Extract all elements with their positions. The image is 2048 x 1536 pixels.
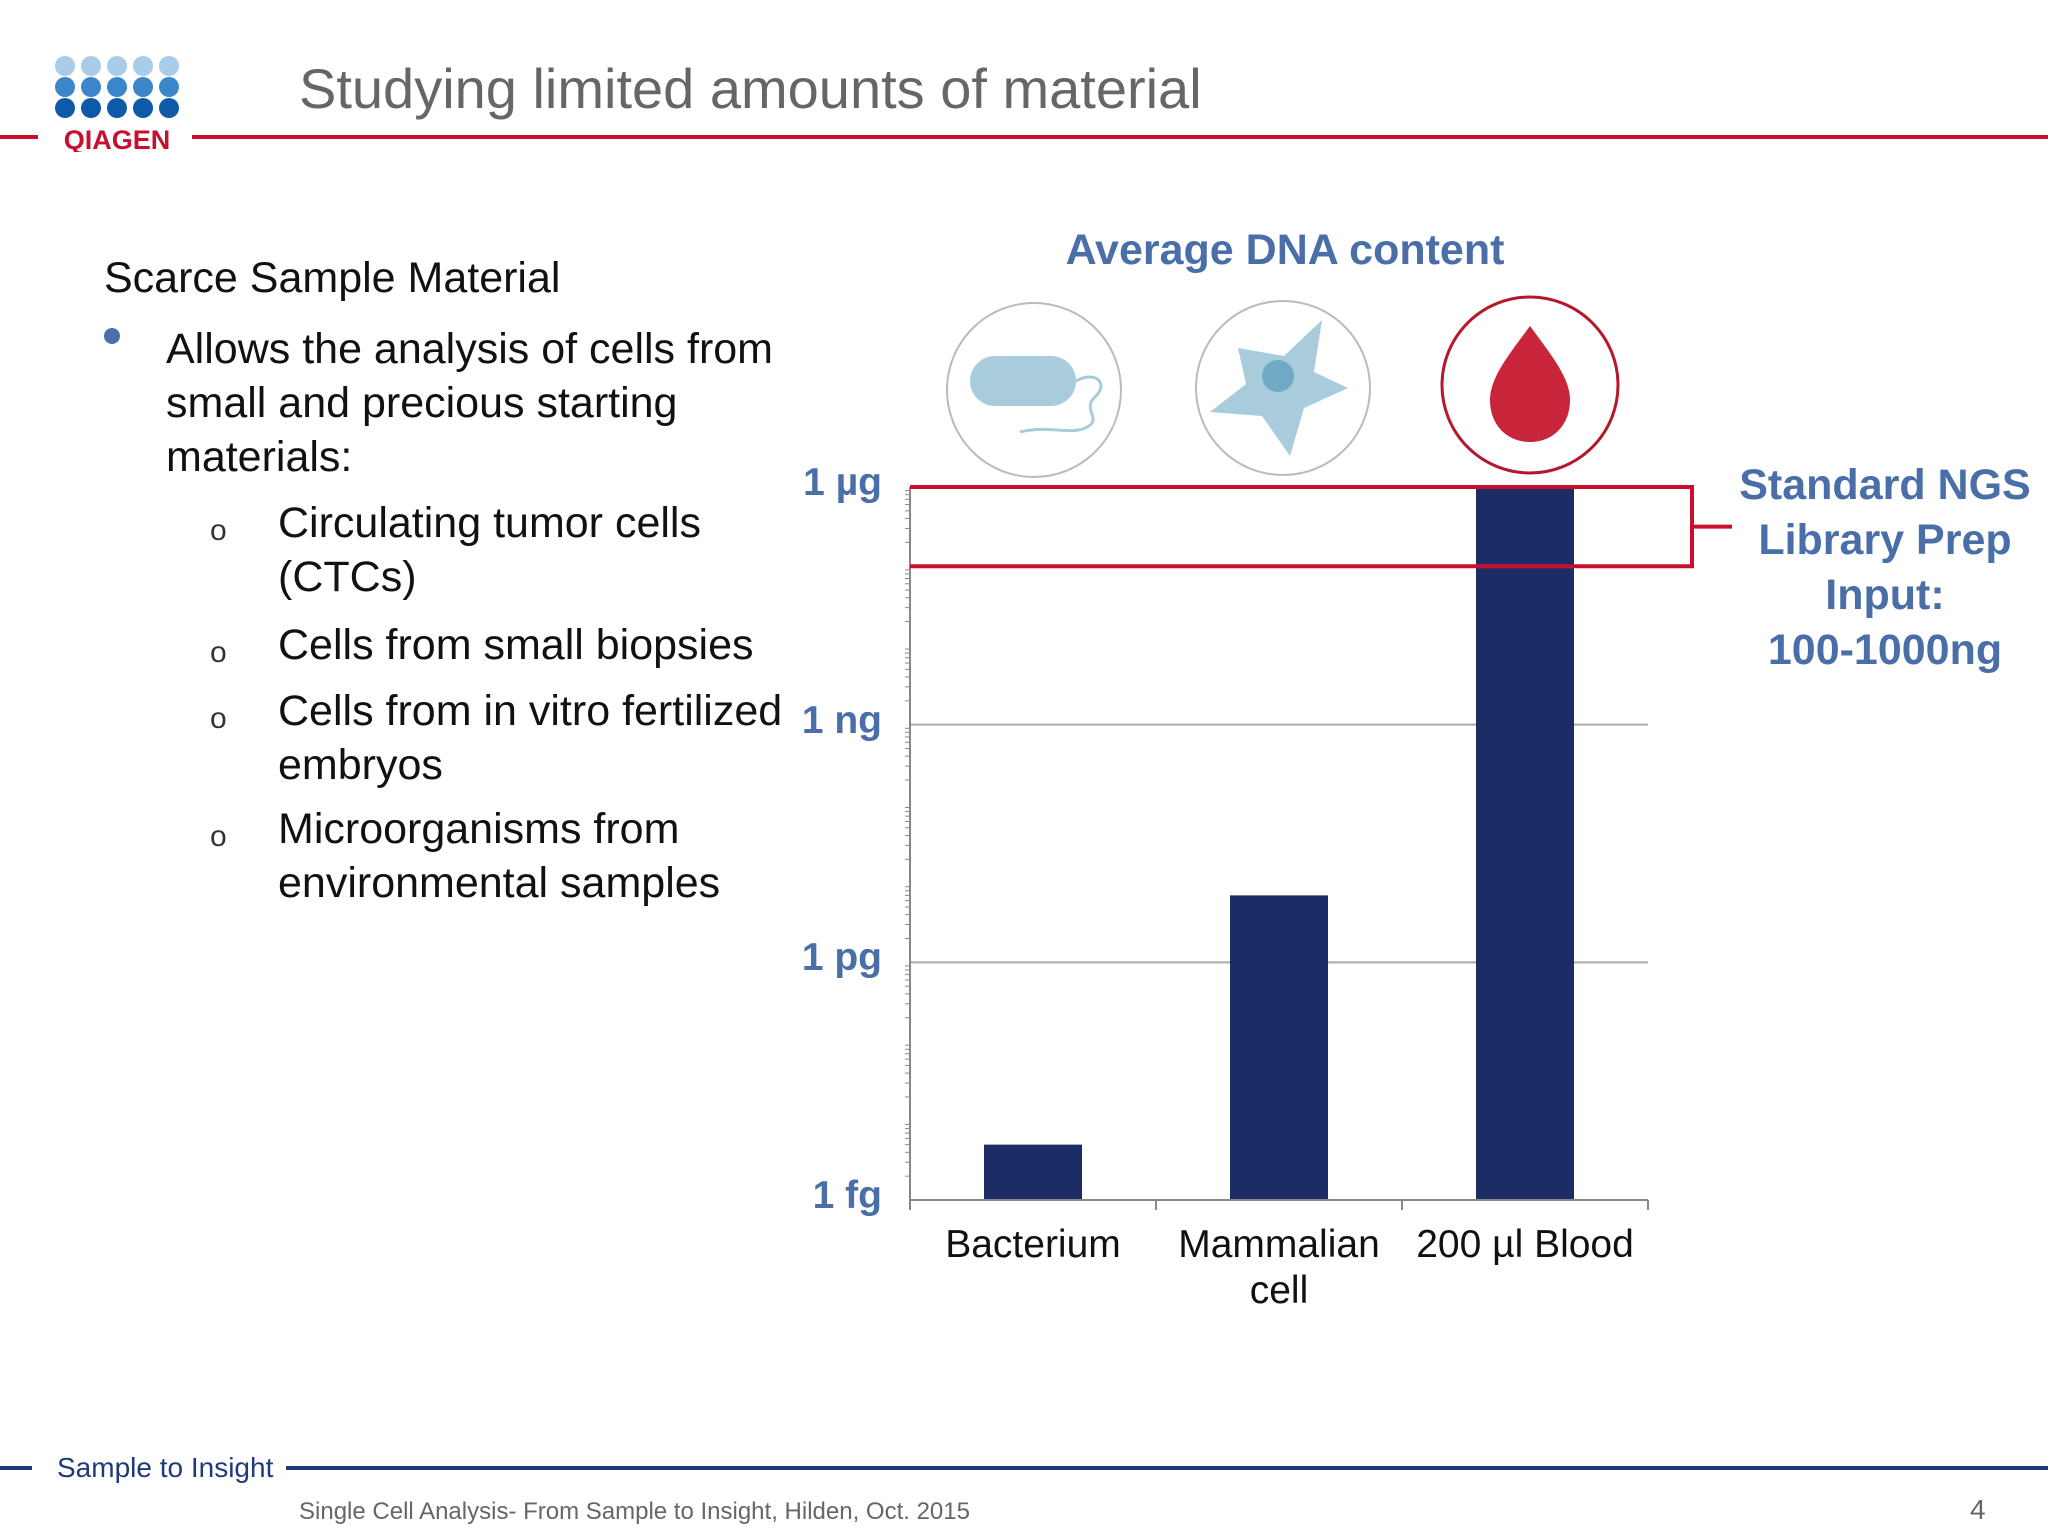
y-tick-label: 1 ng <box>801 698 882 742</box>
logo-dot <box>159 98 179 118</box>
logo-dot <box>133 56 153 76</box>
logo-dot <box>107 98 127 118</box>
bacterium-icon <box>946 302 1122 478</box>
footer-text: Single Cell Analysis- From Sample to Ins… <box>299 1498 970 1525</box>
x-category-label-line: Mammalian <box>1178 1223 1380 1266</box>
chart-title: Average DNA content <box>1065 226 1505 274</box>
footer-rule-left <box>0 1466 32 1470</box>
x-category-label-line: Bacterium <box>945 1223 1121 1266</box>
bar <box>1476 487 1574 1200</box>
x-category-label-line: cell <box>1249 1269 1309 1312</box>
logo-dot <box>107 56 127 76</box>
y-tick-label: 1 fg <box>812 1174 882 1217</box>
sub-item: Circulating tumor cells (CTCs) <box>278 499 701 601</box>
header-rule <box>192 135 2048 139</box>
mammalian-cell-icon <box>1195 300 1371 476</box>
sub-item: Microorganisms from environmental sample… <box>278 805 721 907</box>
sub-bullet-marker: o <box>210 702 227 735</box>
page-number: 4 <box>1970 1494 1986 1525</box>
ngs-label-line: Standard NGS <box>1739 461 2031 509</box>
sub-item: Cells from in vitro fertilized embryos <box>278 687 783 789</box>
y-tick-label: 1 µg <box>803 461 882 504</box>
y-tick-label: 1 pg <box>801 936 882 980</box>
logo-text: QIAGEN <box>64 125 171 152</box>
x-category-label: Mammalian cell <box>1159 1222 1399 1314</box>
qiagen-logo: QIAGEN <box>55 56 179 152</box>
sub-bullet-marker: o <box>210 514 227 547</box>
ngs-label-line: Input: <box>1825 571 1945 619</box>
sub-bullet-marker: o <box>210 636 227 669</box>
logo-dot <box>55 56 75 76</box>
logo-dot <box>159 56 179 76</box>
x-category-label-line: 200 µl Blood <box>1416 1223 1634 1266</box>
logo-dot <box>159 77 179 97</box>
logo-dot <box>133 77 153 97</box>
bar <box>1230 895 1328 1200</box>
bar <box>984 1144 1082 1200</box>
header-rule-left <box>0 135 38 139</box>
bullet-dot-icon <box>104 328 120 344</box>
sub-bullet-marker: o <box>210 820 227 853</box>
logo-dot <box>55 98 75 118</box>
ngs-input-range-highlight <box>910 485 1732 569</box>
section-subtitle: Scarce Sample Material <box>104 254 561 302</box>
blood-drop-icon <box>1440 295 1620 475</box>
ngs-label-line: Library Prep <box>1758 516 2012 564</box>
footer-brand: Sample to Insight <box>57 1452 274 1483</box>
x-category-label: 200 µl Blood <box>1405 1222 1645 1268</box>
logo-dot <box>133 98 153 118</box>
slide-title: Studying limited amounts of material <box>299 57 1202 120</box>
footer-rule <box>286 1466 2048 1470</box>
logo-dot <box>81 98 101 118</box>
x-category-label: Bacterium <box>913 1222 1153 1268</box>
logo-dot <box>81 56 101 76</box>
logo-dot <box>55 77 75 97</box>
logo-dot <box>107 77 127 97</box>
ngs-input-label: Standard NGS Library Prep Input: 100-100… <box>1725 458 2045 678</box>
logo-dot <box>81 77 101 97</box>
sub-item: Cells from small biopsies <box>278 621 754 669</box>
bullet-text: Allows the analysis of cells from small … <box>166 325 773 481</box>
ngs-label-line: 100-1000ng <box>1767 626 2003 674</box>
